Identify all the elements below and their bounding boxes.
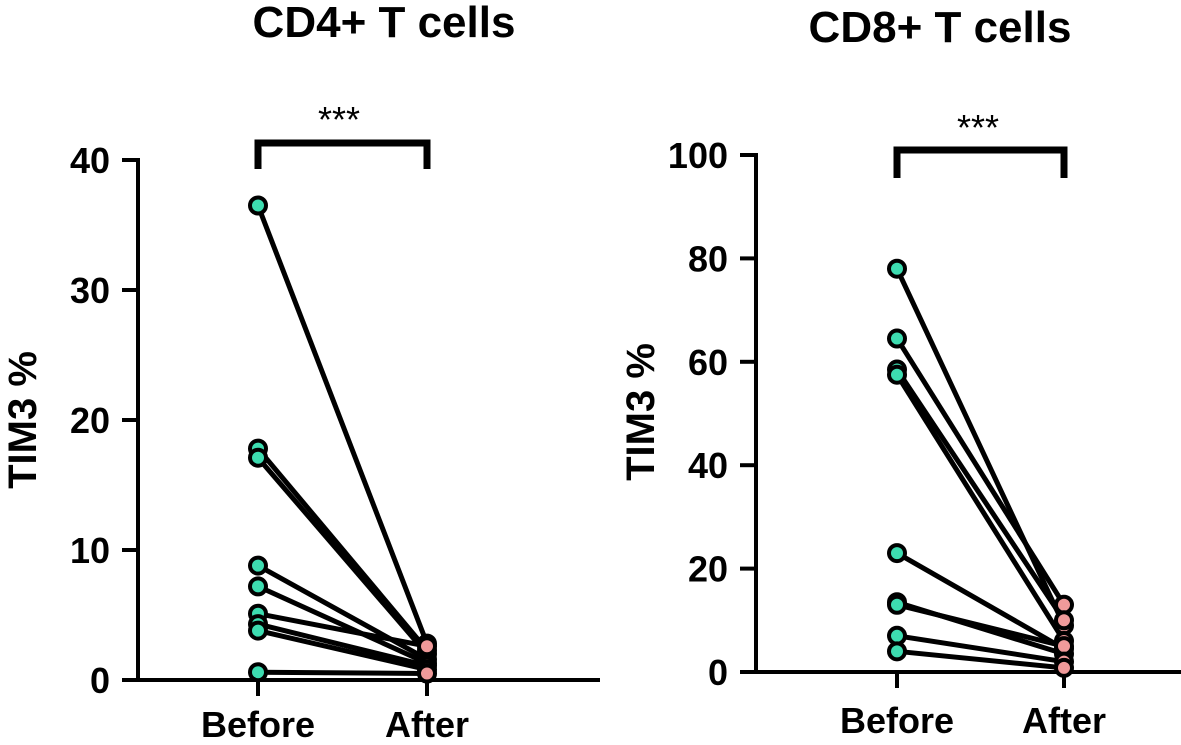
data-point-before xyxy=(248,620,268,641)
pair-line xyxy=(257,621,428,669)
pair-line xyxy=(257,628,428,673)
data-point-after xyxy=(1054,610,1074,631)
y-tick-label: 20 xyxy=(70,400,110,441)
chart-panel-cd4: CD4+ T cells TIM3 % *** Before After 0 10… xyxy=(1,0,600,745)
x-tick-label-before: Before xyxy=(840,700,954,741)
y-tick-label: 80 xyxy=(688,238,728,279)
pair-line xyxy=(894,368,1067,622)
y-tick-label: 40 xyxy=(688,445,728,486)
y-tick-label: 100 xyxy=(668,135,728,176)
x-tick-label-after: After xyxy=(385,704,469,745)
data-point-before xyxy=(248,195,268,216)
y-tick-label: 60 xyxy=(688,342,728,383)
pair-line xyxy=(256,563,429,662)
data-point-before xyxy=(887,328,907,349)
chart-panel-cd8: CD8+ T cells TIM3 % *** Before After 0 20… xyxy=(619,3,1181,741)
significance-bracket xyxy=(893,146,1068,178)
pair-line xyxy=(896,602,1065,649)
pair-line xyxy=(256,446,429,652)
significance-bracket xyxy=(254,139,431,169)
data-point-before xyxy=(887,258,907,279)
y-tick-label: 0 xyxy=(90,660,110,701)
pair-line xyxy=(255,204,430,645)
y-axis-label: TIM3 % xyxy=(1,351,45,489)
pair-line xyxy=(894,267,1067,627)
data-point-before xyxy=(248,662,268,683)
y-tick-label: 30 xyxy=(70,270,110,311)
pair-line xyxy=(894,337,1067,607)
pair-line xyxy=(895,550,1066,651)
pair-line xyxy=(256,584,429,666)
pair-line xyxy=(896,648,1065,671)
data-point-before xyxy=(887,641,907,662)
y-tick-label: 10 xyxy=(70,530,110,571)
data-point-before xyxy=(248,447,268,468)
data-point-after xyxy=(1054,657,1074,678)
data-point-before xyxy=(248,576,268,597)
chart-title: CD4+ T cells xyxy=(253,0,516,47)
significance-label: *** xyxy=(957,107,999,148)
data-point-before xyxy=(887,543,907,564)
pair-line xyxy=(257,669,428,676)
data-point-before xyxy=(887,594,907,615)
y-tick-label: 0 xyxy=(708,652,728,693)
pair-line xyxy=(256,456,429,656)
data-point-before xyxy=(248,555,268,576)
data-point-before xyxy=(887,364,907,385)
significance-label: *** xyxy=(318,99,360,140)
pair-line xyxy=(896,633,1065,665)
y-tick-label: 20 xyxy=(688,549,728,590)
y-tick-label: 40 xyxy=(70,140,110,181)
chart-title: CD8+ T cells xyxy=(809,3,1072,52)
data-point-after xyxy=(417,663,437,684)
pair-line xyxy=(894,373,1067,643)
y-axis-label: TIM3 % xyxy=(619,343,663,481)
data-point-after xyxy=(417,636,437,657)
pair-line xyxy=(257,611,428,649)
x-tick-label-after: After xyxy=(1022,700,1106,741)
x-tick-label-before: Before xyxy=(201,704,315,745)
